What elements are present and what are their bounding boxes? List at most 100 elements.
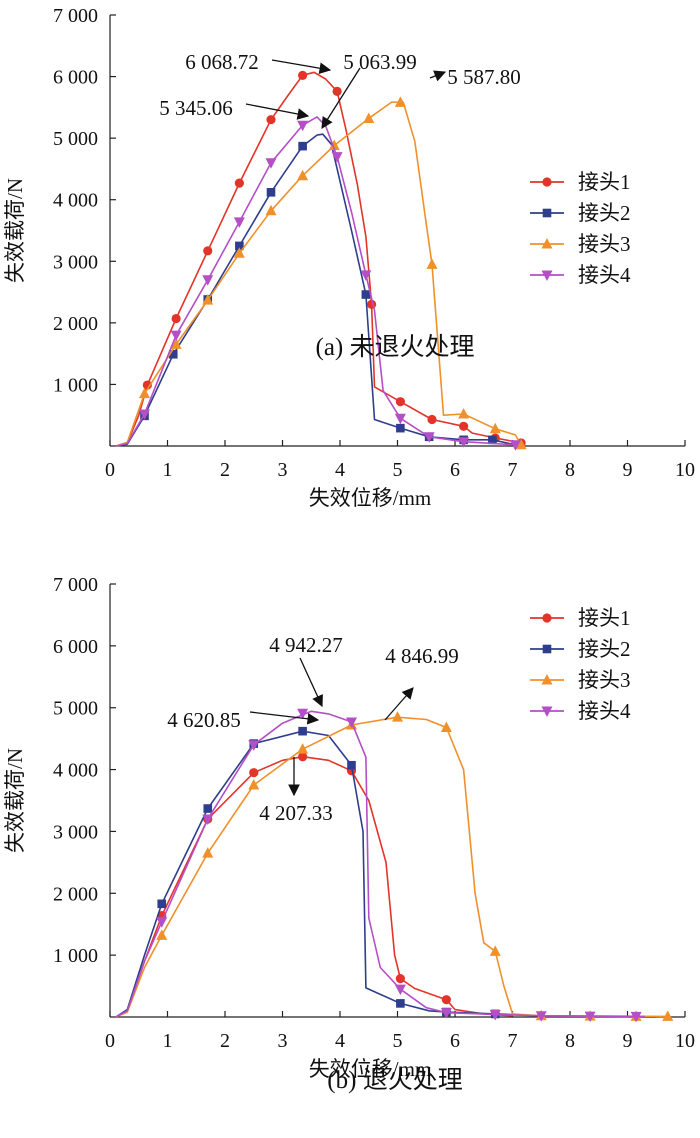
- data-point: [395, 974, 405, 984]
- x-tick-label: 0: [105, 1030, 115, 1052]
- data-point: [266, 115, 276, 125]
- y-tick-label: 7 000: [53, 574, 98, 596]
- data-point: [139, 387, 150, 399]
- annotation-label: 4 620.85: [167, 708, 241, 732]
- data-point: [171, 313, 181, 324]
- legend-label: 接头4: [578, 699, 631, 723]
- data-point: [346, 717, 357, 728]
- data-point: [298, 752, 308, 762]
- legend-label: 接头2: [578, 637, 631, 661]
- annotation: 5 063.99: [321, 50, 417, 129]
- annotation: 4 942.27: [269, 633, 343, 708]
- x-tick-label: 1: [163, 459, 173, 481]
- x-tick-label: 10: [675, 1030, 695, 1052]
- x-tick-label: 4: [335, 459, 345, 481]
- data-point: [441, 995, 451, 1005]
- x-tick-label: 7: [508, 459, 518, 481]
- annotation: 4 207.33: [259, 757, 333, 825]
- data-point: [202, 294, 214, 305]
- y-tick-label: 4 000: [53, 190, 98, 212]
- data-point: [233, 247, 245, 258]
- data-point: [440, 721, 452, 733]
- legend-label: 接头3: [578, 232, 631, 256]
- data-point: [394, 984, 406, 996]
- annotation-label: 5 587.80: [447, 65, 521, 89]
- x-tick-label: 2: [220, 459, 230, 481]
- data-point: [488, 435, 497, 445]
- y-tick-label: 5 000: [53, 698, 98, 720]
- data-point: [142, 380, 152, 390]
- data-point: [426, 258, 438, 269]
- annotation: 5 587.80: [429, 65, 521, 89]
- series-line: [115, 116, 516, 447]
- data-point: [489, 945, 501, 956]
- data-point: [396, 999, 405, 1008]
- y-tick-label: 7 000: [53, 5, 98, 27]
- annotation: 4 846.99: [384, 644, 459, 721]
- legend-swatch-marker: [542, 208, 552, 218]
- series-2: [115, 133, 513, 447]
- data-point: [297, 743, 309, 754]
- x-tick-label: 0: [105, 459, 115, 481]
- data-point: [168, 349, 178, 359]
- annotation-arrow: [271, 59, 332, 74]
- x-tick-label: 6: [450, 1030, 460, 1052]
- annotation: 6 068.72: [185, 50, 332, 74]
- data-point: [489, 422, 501, 434]
- y-tick-label: 6 000: [53, 636, 98, 658]
- series-line: [115, 71, 522, 447]
- annotation: 4 620.85: [167, 708, 320, 732]
- data-point: [298, 141, 307, 151]
- data-point: [395, 397, 405, 407]
- y-tick-label: 3 000: [53, 251, 98, 273]
- x-axis-label: 失效位移/mm: [309, 1057, 432, 1081]
- data-point: [235, 241, 244, 251]
- x-tick-label: 6: [450, 459, 460, 481]
- data-point: [234, 178, 244, 188]
- data-point: [328, 139, 340, 151]
- legend-label: 接头1: [578, 170, 631, 194]
- data-point: [394, 413, 406, 425]
- x-tick-label: 10: [675, 459, 695, 481]
- data-point: [298, 726, 307, 736]
- x-tick-label: 1: [163, 1030, 173, 1052]
- data-point: [458, 437, 470, 448]
- data-point: [584, 1011, 596, 1023]
- data-point: [298, 70, 308, 80]
- data-point: [157, 899, 167, 909]
- data-point: [233, 217, 245, 228]
- data-point: [156, 929, 168, 940]
- series-1: [115, 752, 513, 1018]
- legend: 接头1 接头2 接头3 接头4: [530, 606, 631, 723]
- series-line: [115, 755, 513, 1018]
- x-tick-label: 4: [335, 1030, 345, 1052]
- legend-swatch-marker: [541, 706, 553, 717]
- legend: 接头1 接头2 接头3 接头4: [530, 170, 631, 287]
- series-4: [115, 116, 521, 451]
- annotation-label: 6 068.72: [185, 50, 259, 74]
- x-tick-label: 8: [565, 459, 575, 481]
- data-point: [170, 338, 182, 349]
- data-point: [248, 740, 260, 751]
- data-point: [202, 847, 214, 858]
- data-point: [662, 1010, 674, 1021]
- annotation-label: 4 846.99: [385, 644, 459, 668]
- data-point: [297, 169, 309, 181]
- data-point: [170, 330, 182, 342]
- annotation-arrow: [299, 657, 323, 708]
- panel-caption: (a) 未退火处理: [316, 333, 475, 361]
- data-point: [347, 760, 356, 770]
- x-tick-label: 5: [393, 459, 403, 481]
- data-point: [459, 421, 469, 431]
- annotation: 5 345.06: [159, 96, 310, 120]
- data-point: [509, 440, 521, 451]
- series-line: [115, 101, 522, 447]
- annotation-arrow: [249, 711, 320, 725]
- data-point: [331, 152, 343, 163]
- legend-swatch-marker: [541, 238, 553, 249]
- y-tick-label: 3 000: [53, 821, 98, 843]
- x-tick-label: 9: [623, 1030, 633, 1052]
- data-point: [332, 86, 342, 96]
- legend-swatch-marker: [542, 177, 552, 187]
